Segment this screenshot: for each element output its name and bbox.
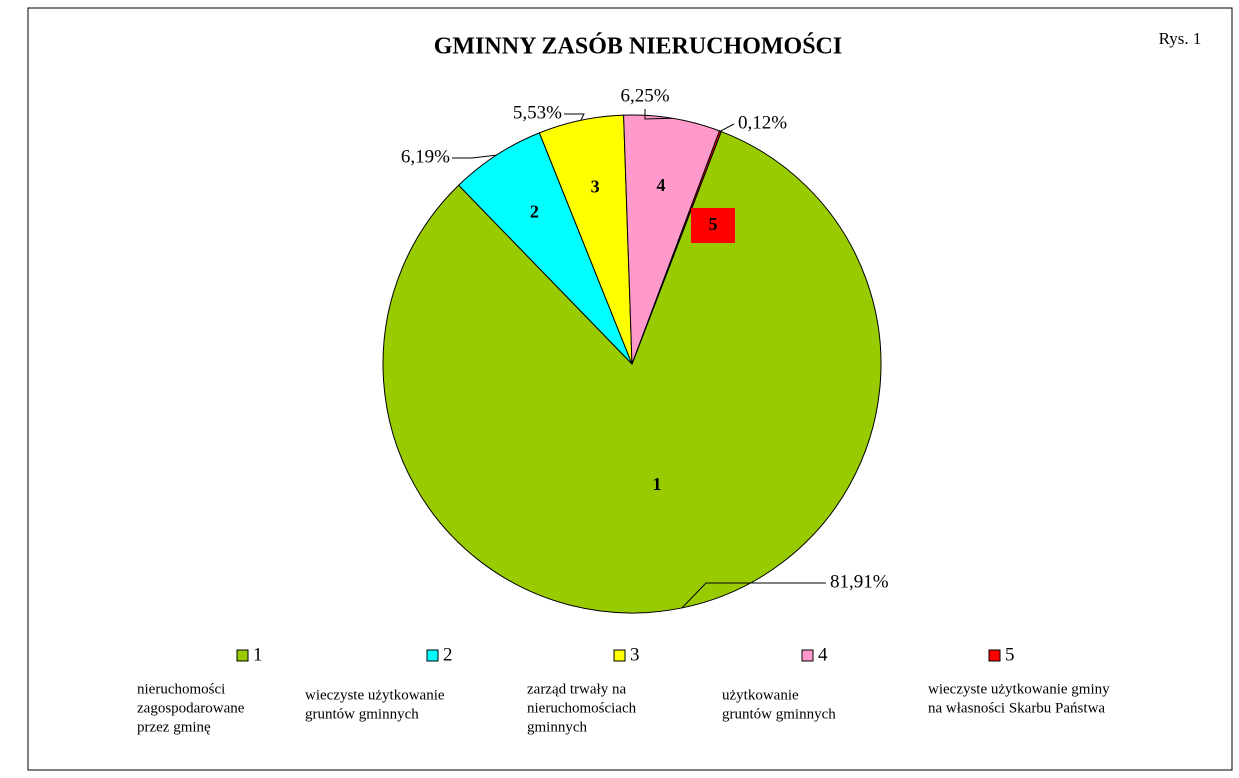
value-label: 6,19% — [401, 146, 450, 167]
slice-label: 1 — [652, 474, 661, 494]
legend-description: gruntów gminnych — [305, 706, 419, 722]
slice-label: 4 — [657, 175, 666, 195]
legend-description: przez gminę — [137, 719, 211, 735]
legend-description: gruntów gminnych — [722, 706, 836, 722]
legend-swatch — [801, 649, 814, 662]
slice-label: 2 — [530, 202, 539, 222]
slice-label: 3 — [591, 177, 600, 197]
legend-description: gminnych — [527, 719, 587, 735]
leader-line — [644, 109, 673, 120]
value-label: 81,91% — [830, 571, 889, 592]
legend-description: zarząd trwały na — [527, 681, 626, 697]
legend-description: nieruchomości — [137, 681, 225, 697]
legend-description: na własności Skarbu Państwa — [928, 700, 1105, 716]
legend-description: wieczyste użytkowanie gminy — [928, 681, 1110, 697]
legend-description: użytkowanie — [722, 687, 799, 703]
legend-description: nieruchomościach — [527, 700, 637, 716]
leader-line — [452, 154, 497, 159]
leader-line — [681, 582, 826, 609]
slice-label: 5 — [709, 214, 718, 234]
value-label: 5,53% — [513, 102, 562, 123]
leader-line — [720, 123, 735, 132]
chart-title: GMINNY ZASÓB NIERUCHOMOŚCI — [434, 33, 842, 60]
legend-label: 1 — [253, 644, 263, 665]
value-label: 6,25% — [620, 85, 669, 106]
legend-label: 4 — [818, 644, 828, 665]
legend-description: wieczyste użytkowanie — [305, 687, 445, 703]
legend-swatch — [236, 649, 249, 662]
figure-label: Rys. 1 — [1159, 29, 1202, 48]
legend-label: 5 — [1005, 644, 1015, 665]
value-label: 0,12% — [738, 112, 787, 133]
legend-swatch — [613, 649, 626, 662]
legend-label: 2 — [443, 644, 453, 665]
legend-label: 3 — [630, 644, 640, 665]
slice-label-box — [691, 208, 735, 243]
legend-swatch — [988, 649, 1001, 662]
legend-swatch — [426, 649, 439, 662]
leader-line — [564, 113, 585, 121]
legend-description: zagospodarowane — [137, 700, 245, 716]
